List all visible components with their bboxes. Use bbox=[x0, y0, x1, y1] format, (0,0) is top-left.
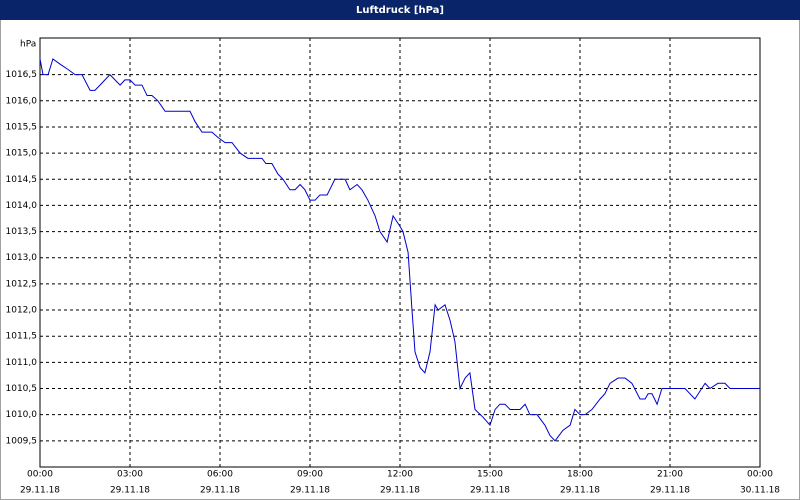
x-tick-date: 29.11.18 bbox=[470, 486, 510, 496]
y-tick-label: 1015,5 bbox=[6, 122, 38, 132]
x-tick-date: 29.11.18 bbox=[560, 486, 600, 496]
x-tick-date: 29.11.18 bbox=[20, 486, 60, 496]
x-tick-label: 03:00 bbox=[117, 470, 143, 480]
y-tick-label: 1011,5 bbox=[6, 332, 38, 342]
x-tick-date: 29.11.18 bbox=[380, 486, 420, 496]
y-unit: hPa bbox=[20, 40, 36, 50]
y-tick-label: 1013,0 bbox=[6, 253, 38, 263]
x-tick-label: 15:00 bbox=[477, 470, 503, 480]
x-tick-label: 00:00 bbox=[27, 470, 53, 480]
y-tick-label: 1013,5 bbox=[6, 227, 38, 237]
y-tick-label: 1016,5 bbox=[6, 70, 38, 80]
y-tick-label: 1014,0 bbox=[6, 201, 38, 211]
y-tick-label: 1012,5 bbox=[6, 279, 38, 289]
x-tick-label: 06:00 bbox=[207, 470, 233, 480]
x-tick-label: 09:00 bbox=[297, 470, 323, 480]
y-tick-label: 1014,5 bbox=[6, 175, 38, 185]
x-tick-date: 29.11.18 bbox=[110, 486, 150, 496]
data-line bbox=[39, 58, 760, 442]
x-tick-label: 00:00 bbox=[747, 470, 773, 480]
title-bar bbox=[0, 0, 800, 20]
chart-title: Luftdruck [hPa] bbox=[356, 5, 444, 16]
y-tick-label: 1011,0 bbox=[6, 358, 38, 368]
x-tick-date: 29.11.18 bbox=[650, 486, 690, 496]
x-tick-label: 21:00 bbox=[657, 470, 683, 480]
y-tick-label: 1015,0 bbox=[6, 149, 38, 159]
y-tick-label: 1010,5 bbox=[6, 384, 38, 394]
y-tick-label: 1010,0 bbox=[6, 410, 38, 420]
x-tick-date: 30.11.18 bbox=[740, 486, 780, 496]
y-tick-label: 1009,5 bbox=[6, 436, 38, 446]
x-tick-label: 18:00 bbox=[567, 470, 593, 480]
y-tick-label: 1016,0 bbox=[6, 96, 38, 106]
x-tick-date: 29.11.18 bbox=[290, 486, 330, 496]
y-tick-label: 1012,0 bbox=[6, 306, 38, 316]
x-tick-label: 12:00 bbox=[387, 470, 413, 480]
x-tick-date: 29.11.18 bbox=[200, 486, 240, 496]
